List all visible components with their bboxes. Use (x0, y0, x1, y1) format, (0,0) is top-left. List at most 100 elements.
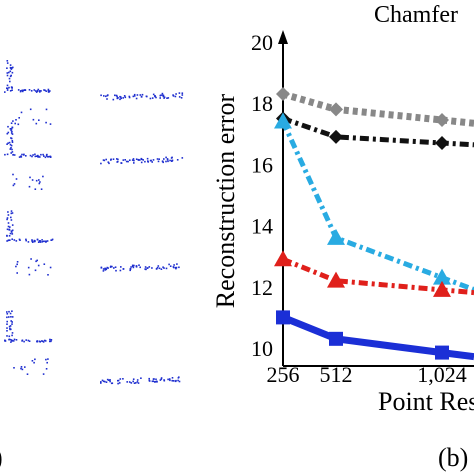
point-cloud-point (38, 119, 40, 121)
point-cloud-point (6, 323, 8, 325)
point-cloud-point (181, 92, 184, 94)
point-cloud-point (120, 266, 122, 268)
point-cloud-point (105, 158, 107, 161)
point-cloud-point (141, 158, 143, 161)
point-cloud-point (178, 380, 181, 383)
point-cloud-point (12, 340, 15, 342)
point-cloud-point (122, 159, 125, 161)
point-cloud-point (39, 341, 41, 343)
point-cloud-point (11, 321, 13, 323)
point-cloud-point (157, 160, 160, 163)
point-cloud-point (152, 380, 155, 382)
point-cloud-point (12, 184, 15, 187)
point-cloud-point (111, 265, 113, 268)
point-cloud-point (44, 89, 46, 92)
point-cloud-point (16, 272, 18, 274)
point-cloud-point (155, 96, 157, 99)
point-cloud-point (39, 90, 41, 92)
point-cloud-point (144, 266, 147, 268)
point-cloud-point (49, 90, 51, 92)
point-cloud-point (9, 70, 12, 73)
point-cloud-point (6, 153, 9, 156)
point-cloud-point (15, 178, 18, 180)
point-cloud-point (13, 367, 15, 369)
point-cloud-point (18, 117, 20, 119)
point-cloud-point (131, 159, 134, 161)
point-cloud-point (47, 358, 49, 360)
point-cloud-point (50, 340, 52, 343)
point-cloud-point (162, 161, 164, 164)
point-cloud-point (10, 320, 12, 322)
point-cloud-point (38, 182, 41, 185)
point-cloud-point (8, 228, 10, 231)
point-cloud-point (6, 84, 9, 87)
point-cloud-point (6, 72, 9, 74)
point-cloud-point (13, 338, 16, 341)
point-cloud-point (122, 378, 124, 380)
point-cloud-point (10, 68, 13, 70)
point-cloud-point (116, 158, 118, 160)
point-cloud-point (4, 153, 6, 156)
point-cloud-point (11, 148, 13, 151)
point-cloud-point (34, 269, 37, 272)
point-cloud-point (107, 267, 109, 269)
point-cloud-point (21, 368, 24, 371)
point-cloud-point (47, 91, 50, 93)
point-cloud-point (32, 118, 35, 121)
point-cloud-point (133, 162, 135, 164)
point-cloud-point (16, 261, 19, 263)
point-cloud-point (9, 327, 11, 330)
point-cloud-point (160, 268, 163, 270)
point-cloud-point (11, 141, 14, 143)
point-cloud-point (103, 95, 105, 97)
point-cloud-point (135, 265, 138, 267)
point-cloud-point (144, 160, 146, 163)
point-cloud-point (126, 381, 128, 383)
point-cloud-point (125, 160, 128, 163)
point-cloud-point (178, 266, 180, 269)
point-cloud-point (138, 264, 140, 266)
point-cloud-point (140, 95, 143, 98)
point-cloud-point (170, 157, 173, 159)
point-cloud-point (165, 156, 167, 159)
point-cloud-point (11, 71, 14, 74)
point-cloud-point (132, 95, 135, 98)
point-cloud-point (136, 94, 139, 96)
point-cloud-point (114, 94, 116, 97)
point-cloud-point (169, 265, 172, 267)
point-cloud-point (171, 159, 174, 162)
point-cloud-point (49, 123, 52, 125)
point-cloud-point (23, 89, 26, 91)
data-point-triangle (327, 271, 345, 288)
point-cloud-point (151, 97, 154, 99)
point-cloud-point (175, 266, 178, 269)
data-point-triangle (274, 112, 292, 129)
point-cloud-point (31, 155, 33, 158)
point-cloud-point (49, 155, 52, 158)
point-cloud-point (10, 219, 13, 221)
point-cloud-point (46, 240, 49, 242)
point-cloud-point (163, 379, 165, 381)
point-cloud-point (8, 235, 11, 237)
point-cloud-point (49, 338, 51, 341)
point-cloud-point (130, 382, 133, 384)
point-cloud-point (127, 160, 129, 163)
point-cloud-point (31, 360, 34, 362)
panel-a-label: ) (0, 443, 3, 472)
point-cloud-point (156, 266, 159, 269)
point-cloud-point (50, 239, 53, 241)
data-point-triangle (433, 268, 451, 285)
point-cloud-point (151, 380, 154, 383)
data-point-triangle (274, 250, 292, 267)
point-cloud-point (108, 162, 110, 165)
point-cloud-point (11, 231, 13, 233)
point-cloud-point (6, 320, 8, 323)
point-cloud-point (166, 97, 168, 99)
point-cloud-point (139, 159, 141, 161)
point-cloud-point (117, 382, 119, 385)
point-cloud-point (180, 97, 183, 99)
x-tick-label: 256 (267, 362, 300, 387)
point-cloud-point (8, 86, 10, 89)
point-cloud-point (146, 157, 149, 160)
point-cloud-point (163, 97, 165, 99)
